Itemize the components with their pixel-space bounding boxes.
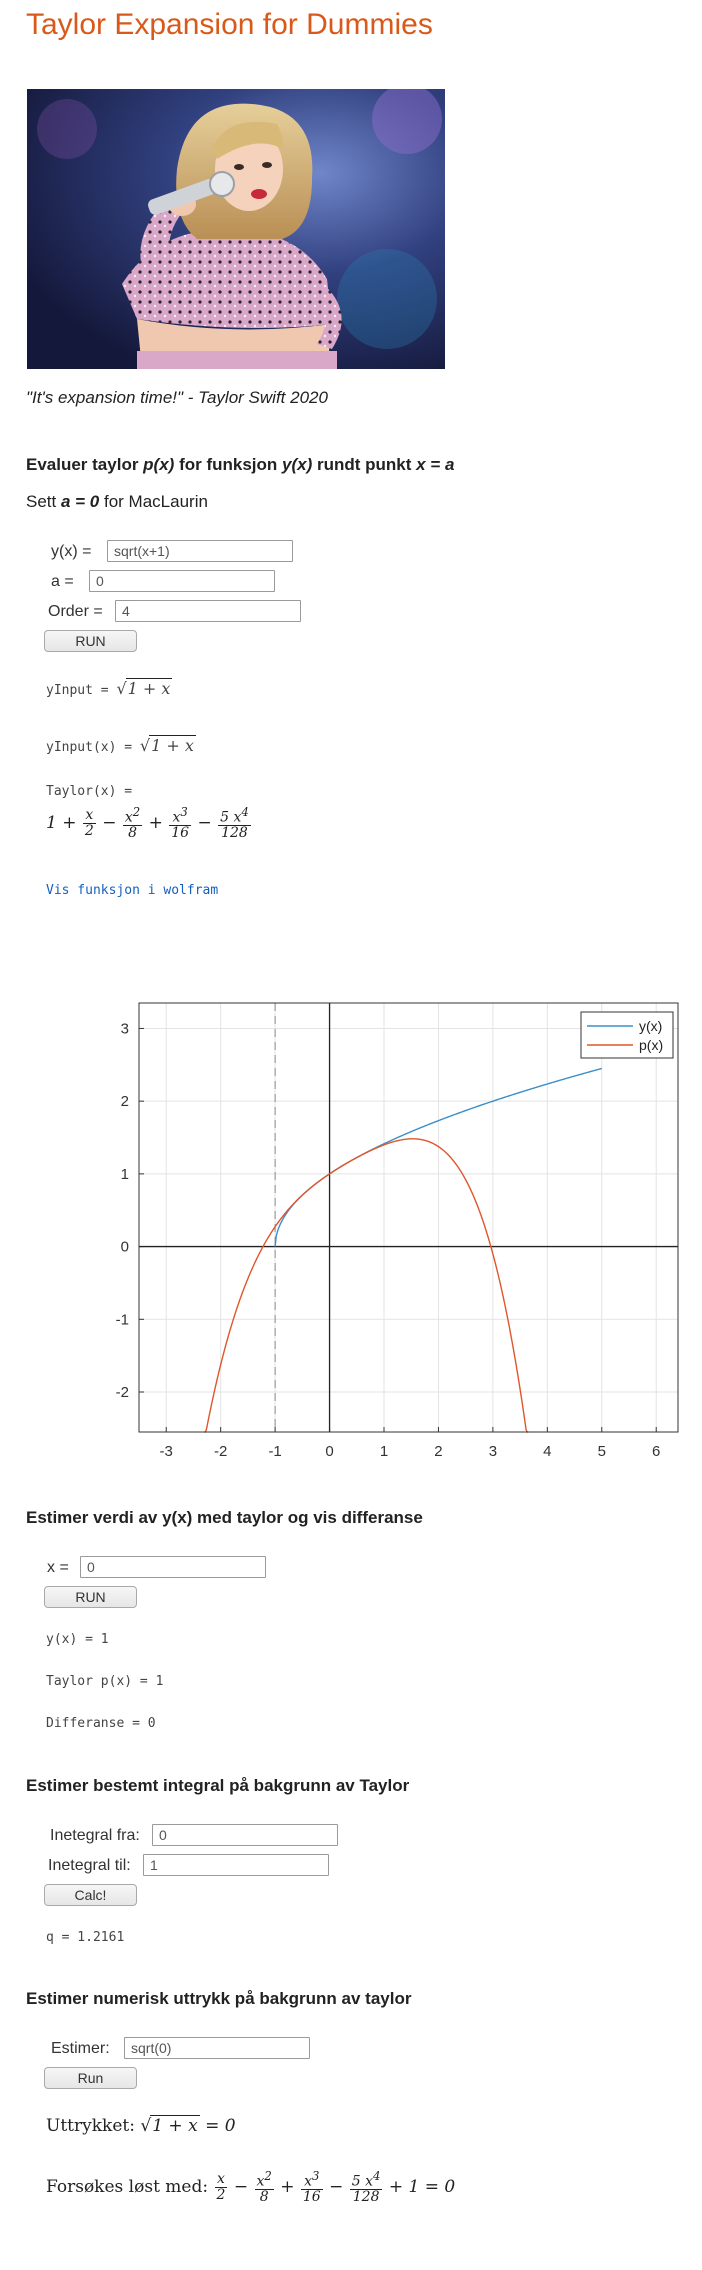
sqrt-content: 1 + x [149,735,196,755]
estimate-label: Estimer: [51,2040,110,2057]
heading-xa: x = a [416,455,455,474]
y-tick-label: -2 [116,1384,129,1401]
to-label: Inetegral til: [48,1857,131,1874]
run-numeric-button[interactable]: Run [44,2067,137,2089]
taylor-swift-photo [27,89,445,369]
x-tick-label: -3 [160,1443,173,1460]
estimate-input[interactable] [124,2037,310,2059]
hint-text: Sett [26,492,61,511]
order-input[interactable] [115,600,301,622]
heading-text: for funksjon [174,455,283,474]
heading-yx: y(x) [282,455,313,474]
x-tick-label: 1 [380,1443,388,1460]
y-tick-label: 0 [121,1239,129,1256]
plot-area [139,1003,678,1432]
a-label: a = [51,573,74,590]
maclaurin-hint: Sett a = 0 for MacLaurin [26,492,208,512]
taylor-label: Taylor(x) = [46,784,133,799]
plot-frame [138,1002,679,1433]
x-tick-label: 3 [489,1443,497,1460]
yinput-display: yInput = √1 + x [46,678,173,698]
photo-caption: "It's expansion time!" - Taylor Swift 20… [26,388,328,407]
heading-text: rundt punkt [312,455,417,474]
yinputx-label: yInput(x) = [46,740,140,755]
y-label: y(x) = [51,543,92,560]
y-result: y(x) = 1 [46,1632,109,1647]
legend-label: p(x) [639,1037,663,1053]
taylor-heading: Evaluer taylor p(x) for funksjon y(x) ru… [26,455,454,475]
y-tick-label: 2 [121,1093,129,1110]
sqrt-content: 1 + x [125,678,173,698]
heading-text: Evaluer taylor [26,455,144,474]
x-tick-label: -1 [268,1443,281,1460]
x-tick-label: -2 [214,1443,227,1460]
run-taylor-button[interactable]: RUN [44,630,137,652]
y-tick-label: 1 [121,1166,129,1183]
legend-box [580,1011,674,1059]
integral-from-input[interactable] [152,1824,338,1846]
solve-label: Forsøkes løst med: [46,2177,214,2198]
taylor-plot: -3 -2 -1 0 1 2 3 4 5 6 3 2 1 0 -1 -2 y(x) p(x) [116,1002,679,1460]
y-tick-label: 3 [121,1020,129,1037]
sqrt-expression: √1 + x [139,735,196,755]
series-line-p [204,1138,529,1433]
integral-to-input[interactable] [143,1854,329,1876]
yinput-label: yInput = [46,683,117,698]
a-input[interactable] [89,570,275,592]
page-title: Taylor Expansion for Dummies [26,8,433,41]
sqrt-expression: √1 + x [116,678,173,698]
x-tick-label: 5 [598,1443,606,1460]
x-input[interactable] [80,1556,266,1578]
yinputx-display: yInput(x) = √1 + x [46,735,196,755]
difference-result: Differanse = 0 [46,1716,156,1731]
numeric-heading: Estimer numerisk uttrykk på bakgrunn av … [26,1989,412,2008]
x-label: x = [47,1559,69,1576]
taylor-result: Taylor p(x) = 1 [46,1674,164,1689]
x-tick-label: 6 [652,1443,660,1460]
run-estimate-button[interactable]: RUN [44,1586,137,1608]
x-tick-label: 2 [434,1443,442,1460]
y-function-input[interactable] [107,540,293,562]
from-label: Inetegral fra: [50,1827,140,1844]
q-result: q = 1.2161 [46,1930,125,1945]
y-tick-label: -1 [116,1311,129,1328]
x-tick-label: 0 [325,1443,333,1460]
hint-a0: a = 0 [60,492,100,511]
x-tick-label: 4 [543,1443,551,1460]
integral-heading: Estimer bestemt integral på bakgrunn av … [26,1776,410,1795]
estimate-heading: Estimer verdi av y(x) med taylor og vis … [26,1508,423,1527]
legend-label: y(x) [639,1018,662,1034]
calc-button[interactable]: Calc! [44,1884,137,1906]
hint-text: for MacLaurin [99,492,208,511]
expression-label: Uttrykket: [46,2116,141,2136]
expression-display: Uttrykket: √1 + x = 0 [46,2115,236,2136]
order-label: Order = [48,603,103,620]
heading-px: p(x) [143,455,175,474]
wolfram-link[interactable]: Vis funksjon i wolfram [46,883,219,898]
sqrt-content: 1 + x [150,2115,200,2136]
